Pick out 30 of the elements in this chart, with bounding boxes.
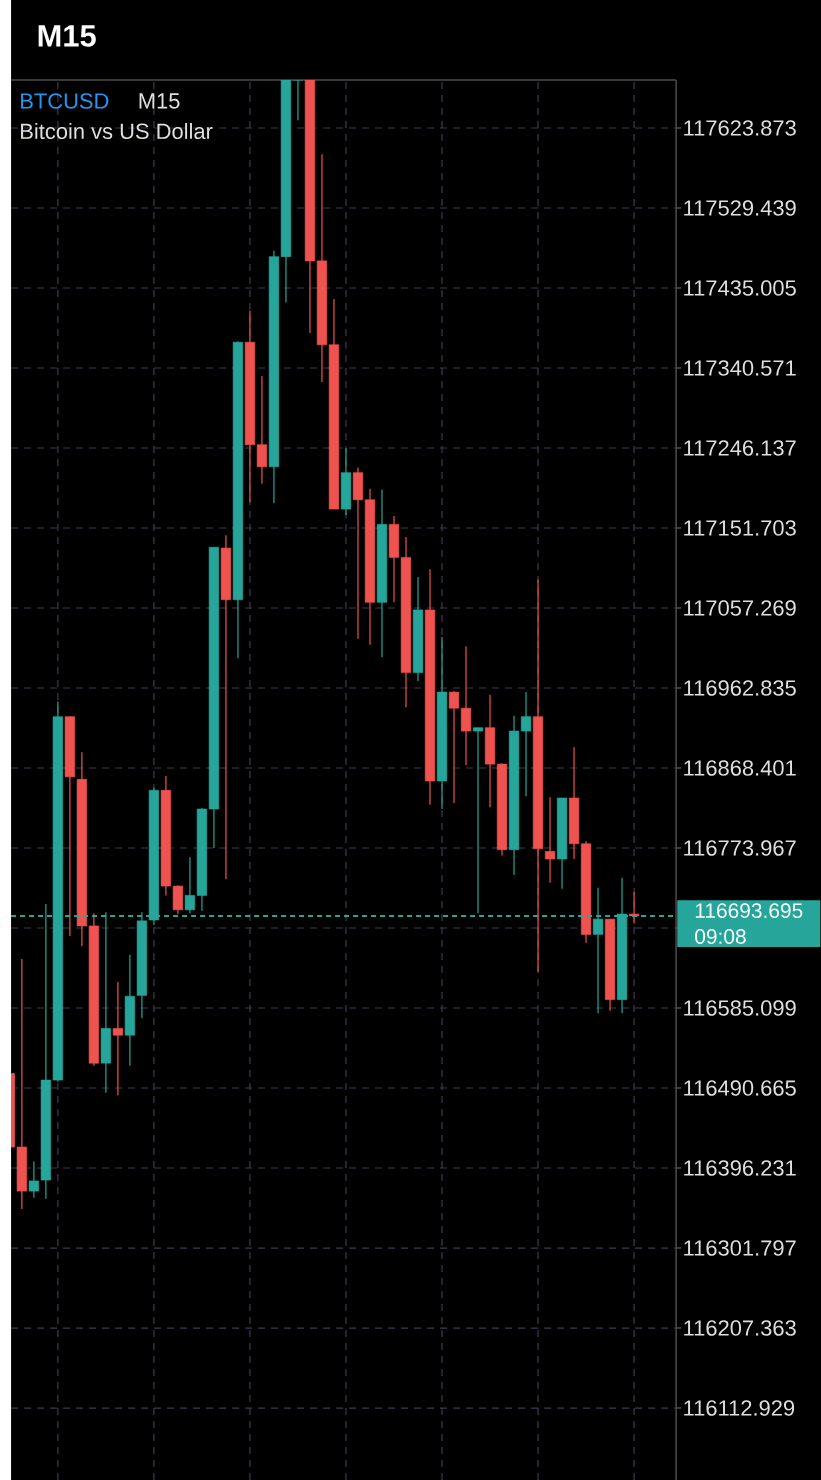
y-tick-label: 116585.099 [684, 1000, 796, 1016]
candlestick [112, 981, 123, 1096]
y-tick-label: 117623.873 [684, 120, 796, 136]
candlestick [520, 691, 532, 797]
text: M15 [38, 25, 96, 47]
y-tick-label: 117435.005 [684, 280, 796, 296]
annotation: M15 [139, 93, 180, 109]
chart-title: BTCUSD [21, 93, 109, 109]
y-tick-label: 116868.401 [684, 760, 796, 776]
candlestick [544, 796, 556, 884]
y-tick-label: 117246.137 [684, 440, 796, 456]
y-tick-label: 116962.835 [684, 680, 796, 696]
text: 09:08 [695, 929, 746, 944]
candlestick [628, 891, 640, 924]
y-tick-label: 116112.929 [684, 1400, 795, 1416]
y-tick-label: 116490.665 [684, 1080, 796, 1096]
y-tick-label: 116207.363 [684, 1320, 796, 1336]
candlestick [460, 645, 472, 766]
candlestick [448, 690, 460, 804]
candlestick [472, 727, 484, 914]
candlestick [292, 80, 304, 121]
y-tick-label: 116396.231 [684, 1160, 796, 1176]
y-tick-label: 117340.571 [684, 360, 796, 376]
y-tick-label: 116301.797 [684, 1240, 796, 1256]
y-tick-label: 117057.269 [684, 600, 796, 616]
y-tick-label: 117529.439 [684, 200, 796, 216]
y-tick-label: 116773.967 [684, 840, 796, 856]
ref-line-label: 116693.695 [695, 903, 803, 919]
y-tick-label: 117151.703 [684, 520, 796, 536]
text: Bitcoin vs US Dollar [21, 122, 213, 140]
